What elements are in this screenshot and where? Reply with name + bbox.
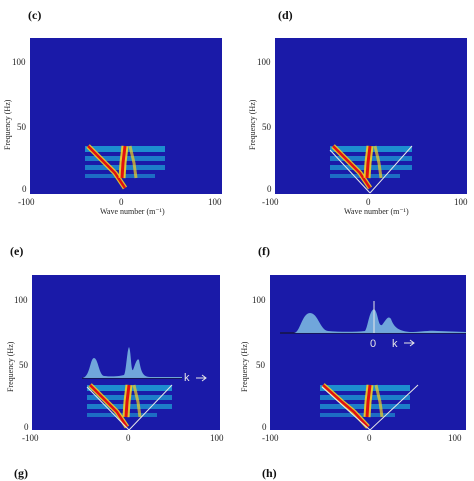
k-arrow-icon-f (404, 339, 415, 347)
x-tick-c-100: 100 (208, 197, 222, 207)
x-tick-c-0: 0 (119, 197, 124, 207)
y-tick-e-100: 100 (14, 295, 28, 305)
plot-e: k (32, 275, 220, 430)
fk-spectrum-f: 0 k (280, 301, 466, 430)
velocity-line-left-f (321, 386, 371, 430)
k-axis-label-f: k (392, 338, 398, 350)
x-axis-label-d: Wave number (m⁻¹) (344, 207, 409, 216)
velocity-line-right-f (369, 384, 419, 430)
y-tick-d-50: 50 (262, 122, 271, 132)
fk-spectrum-c (85, 144, 165, 190)
x-tick-d-neg100: -100 (262, 197, 279, 207)
plot-d (275, 38, 467, 194)
x-tick-e-0: 0 (126, 433, 131, 443)
k-axis-label-e: k (184, 372, 190, 384)
x-tick-e-neg100: -100 (22, 433, 39, 443)
x-tick-f-0: 0 (367, 433, 372, 443)
fk-spectrum-e: k (82, 347, 207, 430)
y-tick-d-0: 0 (267, 184, 272, 194)
y-axis-label-c: Frequency (Hz) (3, 99, 12, 150)
y-tick-f-0: 0 (262, 422, 267, 432)
y-axis-label-d: Frequency (Hz) (248, 99, 257, 150)
k-arrow-icon-e (196, 374, 207, 382)
y-tick-c-100: 100 (12, 57, 26, 67)
y-tick-c-0: 0 (22, 184, 27, 194)
velocity-line-left-d (329, 149, 371, 194)
velocity-line-right-e (128, 384, 173, 430)
x-axis-label-c: Wave number (m⁻¹) (100, 207, 165, 216)
y-tick-d-100: 100 (257, 57, 271, 67)
velocity-line-left-e (86, 386, 130, 430)
plot-c (30, 38, 222, 194)
plot-f: 0 k (270, 275, 466, 430)
y-axis-label-e: Frequency (Hz) (6, 341, 15, 392)
panel-label-d: (d) (278, 8, 293, 22)
y-axis-label-f: Frequency (Hz) (240, 341, 249, 392)
panel-label-f: (f) (258, 244, 270, 258)
x-tick-f-neg100: -100 (262, 433, 279, 443)
y-tick-f-100: 100 (252, 295, 266, 305)
y-tick-c-50: 50 (17, 122, 26, 132)
x-tick-d-100: 100 (454, 197, 468, 207)
y-tick-e-50: 50 (19, 360, 28, 370)
y-tick-e-0: 0 (24, 422, 29, 432)
y-tick-f-50: 50 (256, 360, 265, 370)
x-tick-f-100: 100 (448, 433, 462, 443)
amplitude-profile-f (294, 309, 466, 333)
x-tick-d-0: 0 (366, 197, 371, 207)
fk-spectrum-d (329, 144, 413, 194)
x-tick-c-neg100: -100 (18, 197, 35, 207)
panel-label-e: (e) (10, 244, 24, 258)
x-tick-e-100: 100 (210, 433, 224, 443)
velocity-line-right-d (369, 145, 413, 194)
panel-label-c: (c) (28, 8, 42, 22)
zero-label-f: 0 (370, 338, 376, 350)
amplitude-profile-e (82, 347, 182, 378)
